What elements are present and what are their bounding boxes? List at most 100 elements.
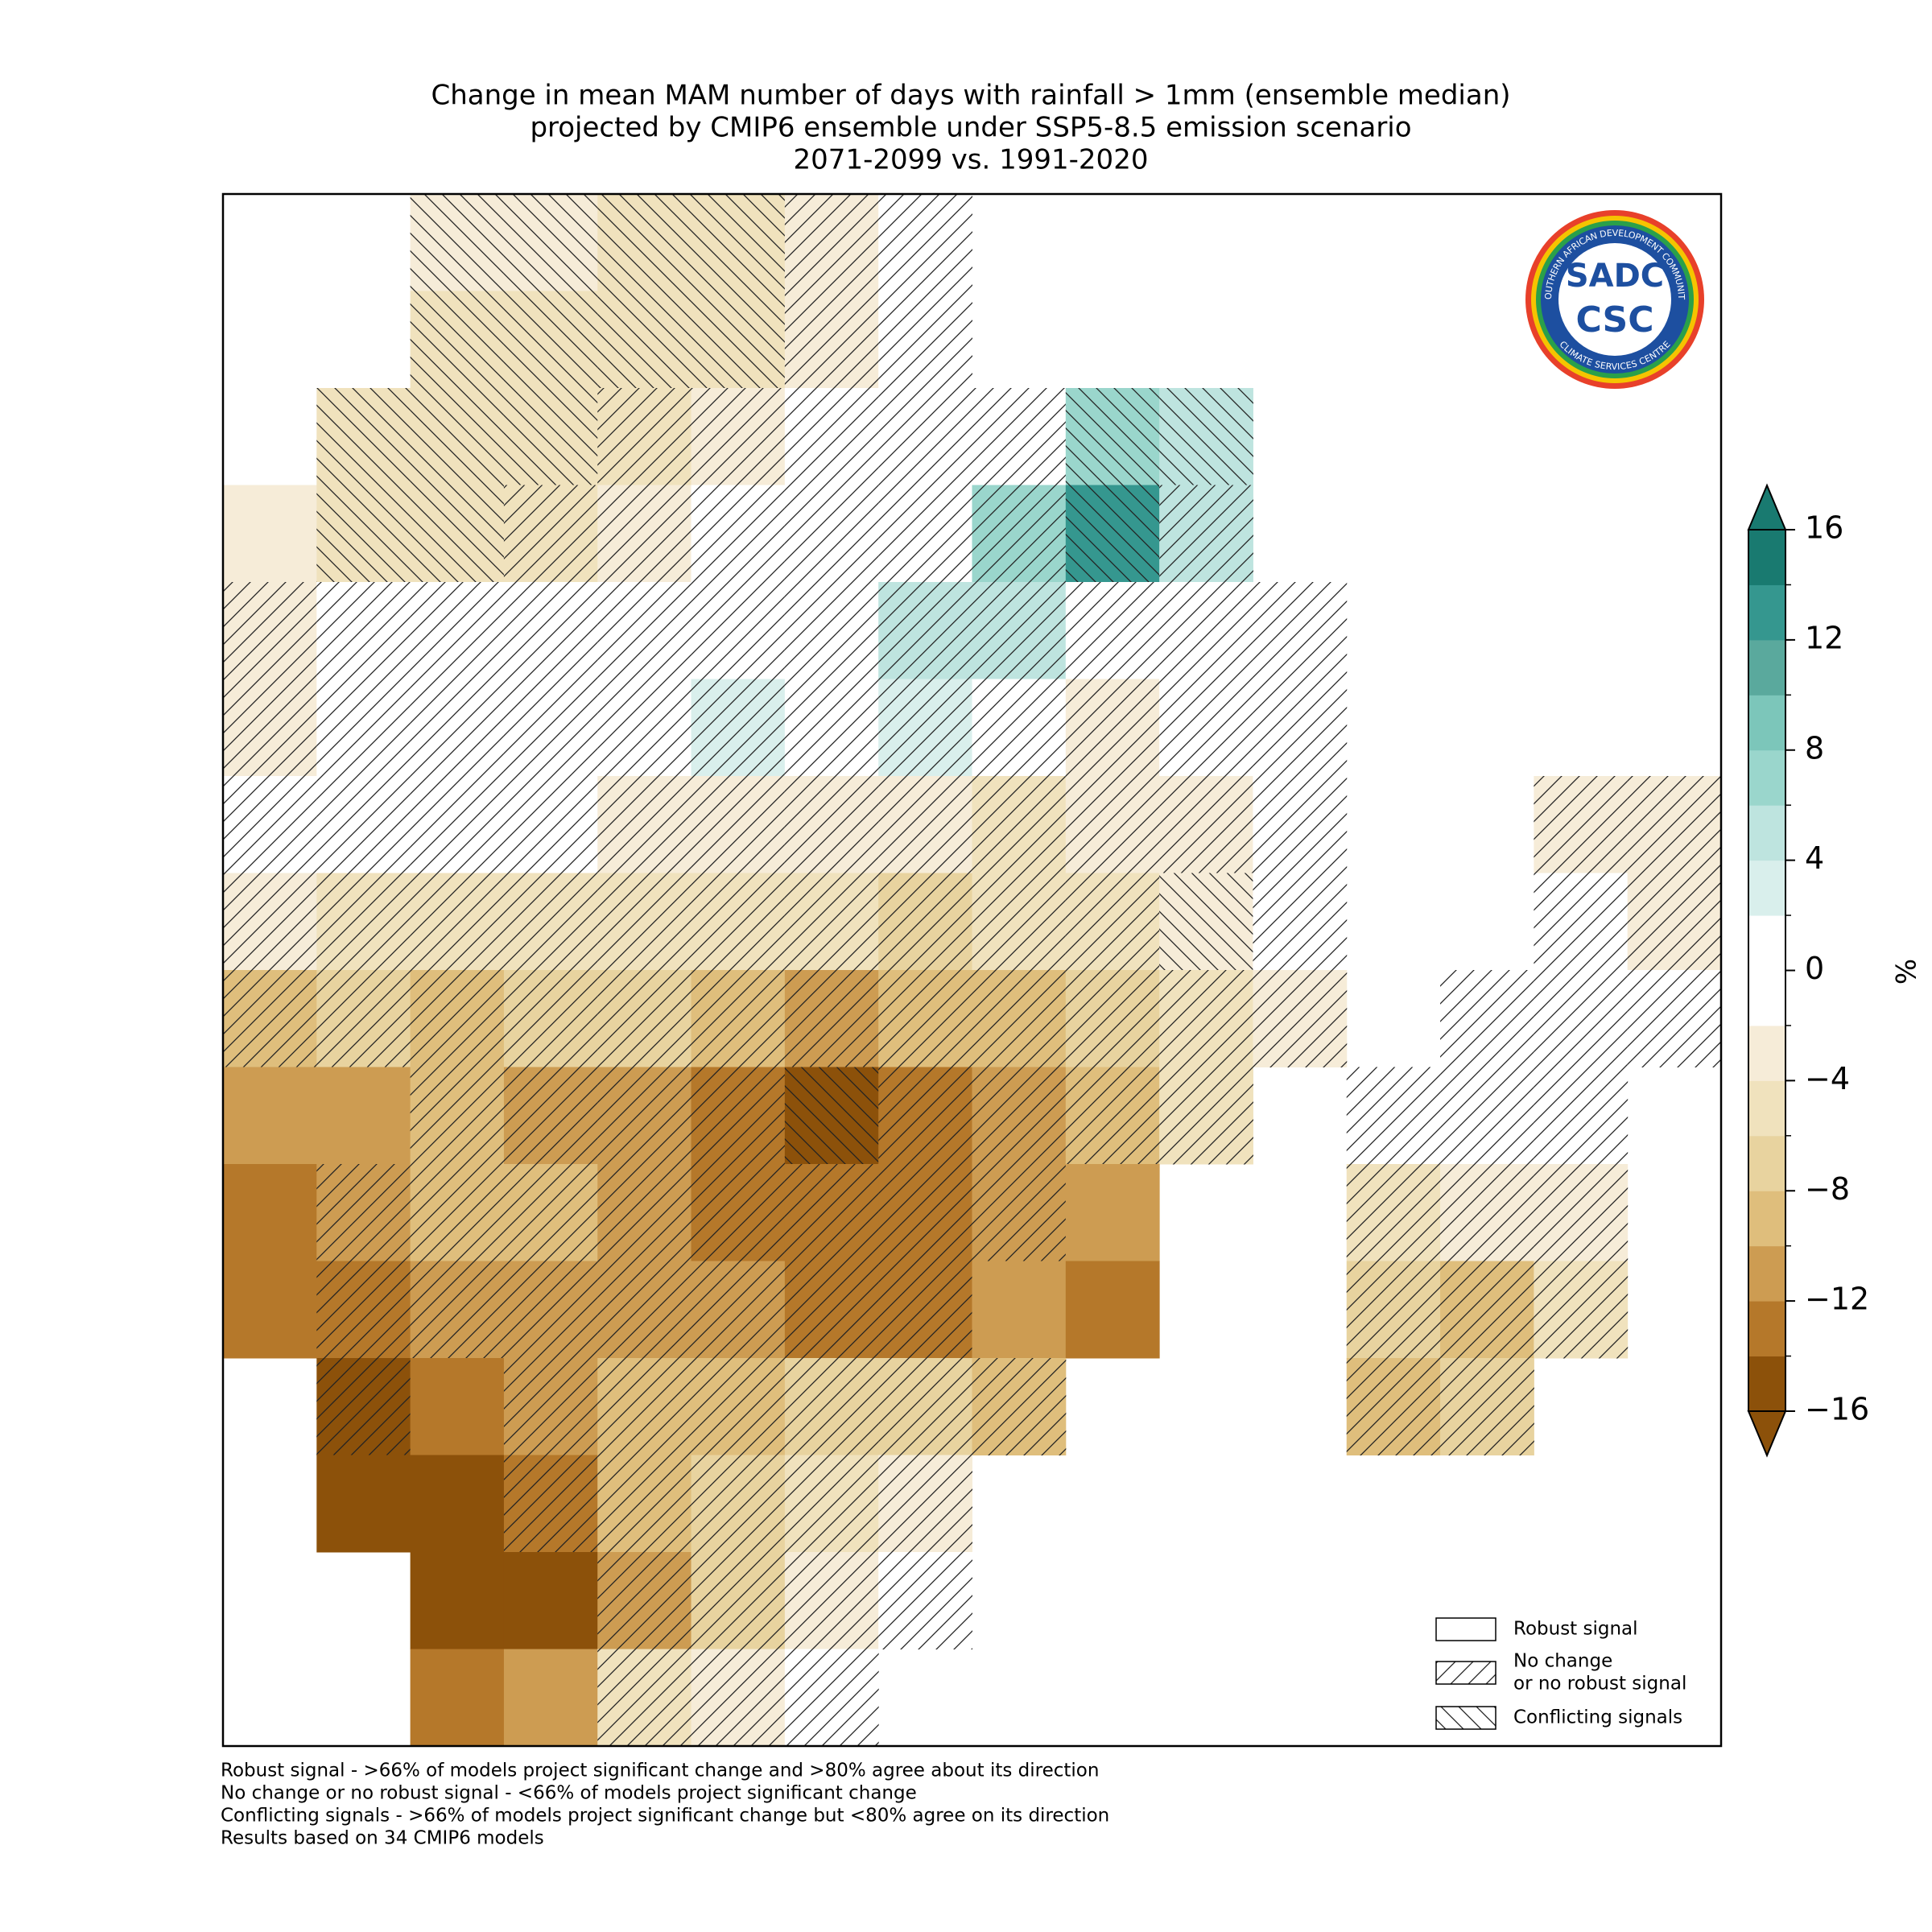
legend-label: Robust signal: [1513, 1619, 1638, 1640]
hatch: [410, 485, 505, 583]
grid-cell: [316, 1455, 411, 1553]
grid-cell: [503, 1649, 598, 1747]
hatch: [878, 194, 972, 291]
grid-cell: [410, 1358, 505, 1455]
hatch: [784, 388, 879, 485]
hatch: [1253, 679, 1348, 777]
hatch: [316, 873, 411, 971]
hatch: [691, 970, 786, 1067]
hatch: [1346, 1164, 1441, 1261]
hatch: [1065, 970, 1160, 1067]
hatch: [878, 1261, 972, 1359]
hatch: [597, 582, 692, 679]
hatch: [691, 1649, 786, 1747]
hatch: [1065, 388, 1160, 485]
hatch: [784, 873, 879, 971]
hatch: [410, 291, 505, 389]
hatch: [784, 1649, 879, 1747]
hatch: [1534, 873, 1629, 971]
hatch: [597, 485, 692, 583]
grid-cell: [503, 1552, 598, 1649]
hatch: [972, 679, 1067, 777]
hatch: [1440, 1067, 1534, 1165]
hatch: [223, 679, 317, 777]
hatch: [503, 1455, 598, 1553]
hatch: [691, 194, 786, 291]
hatch: [691, 1358, 786, 1455]
grid-cell: [223, 1261, 317, 1359]
hatch: [316, 776, 411, 873]
hatch: [410, 873, 505, 971]
colorbar-tick-label: 4: [1805, 840, 1824, 876]
colorbar-extend-over: [1747, 483, 1787, 530]
colorbar-segment: [1748, 1191, 1785, 1247]
colorbar-segment: [1748, 584, 1785, 641]
hatch: [410, 970, 505, 1067]
hatch: [972, 582, 1067, 679]
hatch: [316, 1358, 411, 1455]
hatch: [1065, 485, 1160, 583]
colorbar-tick-label: −12: [1805, 1282, 1869, 1317]
hatch: [691, 485, 786, 583]
hatch: [1065, 776, 1160, 873]
colorbar-segment: [1748, 970, 1785, 1026]
hatch: [1346, 1067, 1441, 1165]
hatch: [1627, 776, 1722, 873]
hatch: [691, 388, 786, 485]
hatch: [691, 582, 786, 679]
hatch: [1159, 679, 1253, 777]
hatch: [503, 679, 598, 777]
hatch: [878, 1164, 972, 1261]
hatch: [1253, 873, 1348, 971]
hatch: [1534, 1067, 1629, 1165]
hatch: [1534, 970, 1629, 1067]
grid-cell: [1065, 1164, 1160, 1261]
hatch: [691, 679, 786, 777]
hatch: [878, 291, 972, 389]
hatch: [878, 1455, 972, 1553]
hatch: [691, 1261, 786, 1359]
colorbar-segment: [1748, 1245, 1785, 1302]
legend-swatch: [1435, 1706, 1496, 1730]
hatch: [784, 1261, 879, 1359]
hatch: [878, 873, 972, 971]
grid-cell: [410, 1552, 505, 1649]
hatch: [878, 485, 972, 583]
hatch: [878, 1358, 972, 1455]
hatch: [1534, 776, 1629, 873]
hatch: [784, 970, 879, 1067]
colorbar: −16 −12 −8 −4 0 4 8 12 16%: [1747, 483, 1923, 1458]
hatch: [784, 194, 879, 291]
grid-cell: [223, 1067, 317, 1165]
colorbar-segment: [1748, 1080, 1785, 1137]
hatch: [1440, 1261, 1534, 1359]
legend-label: or no robust signal: [1513, 1674, 1686, 1695]
colorbar-segment: [1748, 1025, 1785, 1081]
hatch: [597, 970, 692, 1067]
hatch: [597, 873, 692, 971]
hatch: [1440, 970, 1534, 1067]
hatch: [597, 1552, 692, 1649]
footnote: Conflicting signals - >66% of models pro…: [221, 1806, 1109, 1827]
hatch: [972, 970, 1067, 1067]
grid: [223, 194, 1722, 1747]
hatch: [691, 1164, 786, 1261]
hatch: [1065, 679, 1160, 777]
grid-cell: [410, 1649, 505, 1747]
hatch: [1534, 1164, 1629, 1261]
legend-swatch: [1435, 1661, 1496, 1685]
colorbar-tick-label: 16: [1805, 510, 1843, 546]
hatch: [1159, 776, 1253, 873]
hatch: [410, 679, 505, 777]
hatch: [597, 1164, 692, 1261]
colorbar-tick-label: −16: [1805, 1392, 1869, 1427]
hatch: [597, 1067, 692, 1165]
colorbar-label: %: [1891, 959, 1923, 985]
hatch: [503, 1067, 598, 1165]
colorbar-extend-under: [1747, 1410, 1787, 1458]
hatch: [1440, 1358, 1534, 1455]
hatch: [503, 194, 598, 291]
hatch: [316, 485, 411, 583]
chart-title: Change in mean MAM number of days with r…: [431, 80, 1510, 112]
